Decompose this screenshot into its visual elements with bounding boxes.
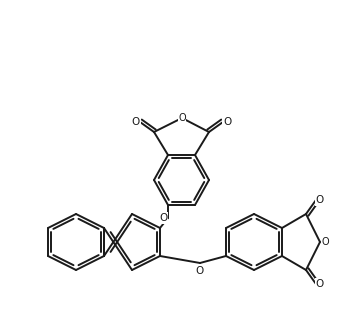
Text: O: O <box>178 113 186 123</box>
Text: O: O <box>316 195 324 205</box>
Text: O: O <box>159 213 167 223</box>
Text: O: O <box>196 266 204 276</box>
Text: O: O <box>316 279 324 289</box>
Text: O: O <box>321 237 329 247</box>
Text: O: O <box>223 117 231 127</box>
Text: O: O <box>132 117 140 127</box>
